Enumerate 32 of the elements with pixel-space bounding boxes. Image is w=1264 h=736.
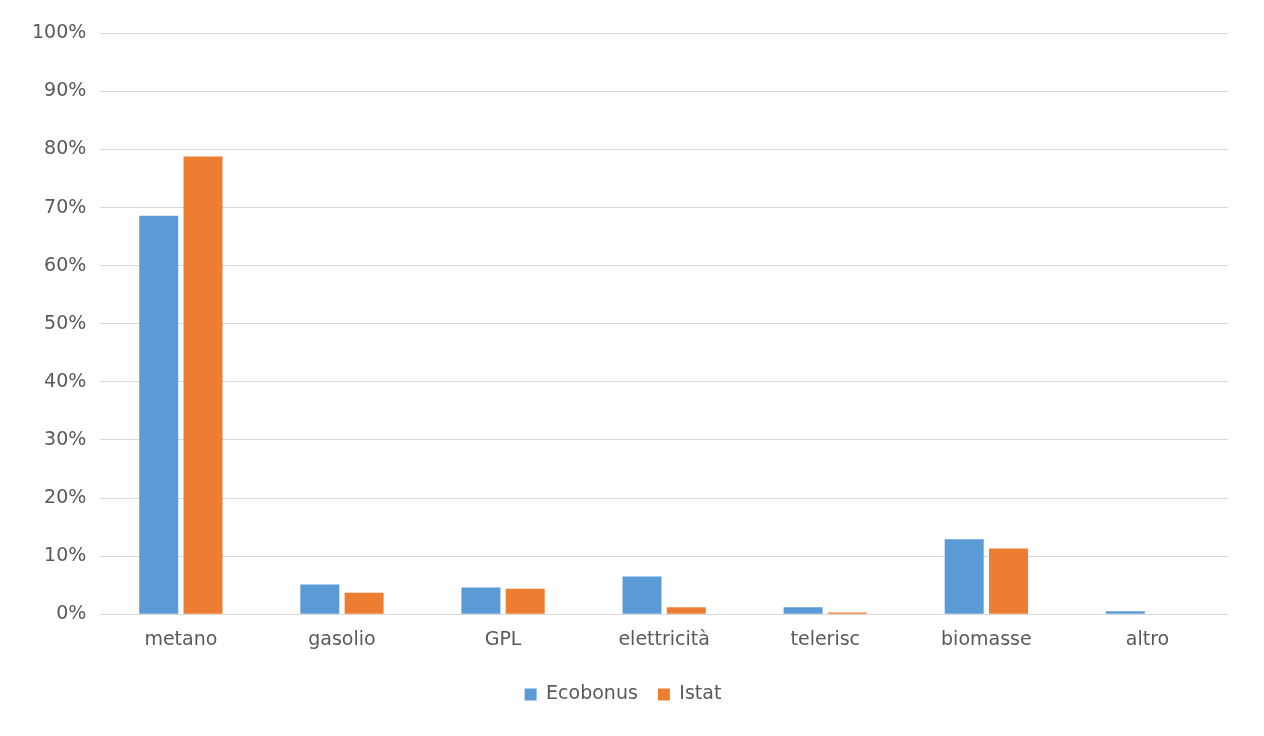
bar [622,576,662,614]
bar [139,215,179,614]
bar [666,607,706,614]
bar [344,592,384,614]
y-tick-label: 50% [44,310,87,333]
y-tick-label: 0% [56,601,87,624]
bar [989,548,1028,614]
legend-label: Istat [679,681,722,704]
y-tick-label: 70% [44,194,87,217]
bar [944,539,984,614]
bar [1105,611,1145,614]
y-tick-label: 40% [44,368,87,391]
bar [300,584,340,614]
x-tick-label: altro [1125,626,1170,649]
y-tick-label: 100% [31,20,87,43]
x-tick-label: metano [144,626,218,649]
bar [461,587,501,614]
y-tick-label: 10% [44,543,87,566]
y-tick-label: 60% [44,252,87,275]
bar [505,588,545,614]
bar [783,607,823,614]
legend-label: Ecobonus [546,681,638,704]
bar [183,156,223,614]
y-tick-label: 80% [44,136,87,159]
y-tick-label: 90% [44,78,87,101]
x-tick-label: gasolio [308,626,376,649]
y-tick-label: 20% [44,484,87,507]
x-tick-label: telerisc [790,626,861,649]
x-tick-label: elettricità [618,626,710,649]
x-tick-label: GPL [484,626,522,649]
x-tick-label: biomasse [941,626,1032,649]
y-tick-label: 30% [44,426,87,449]
